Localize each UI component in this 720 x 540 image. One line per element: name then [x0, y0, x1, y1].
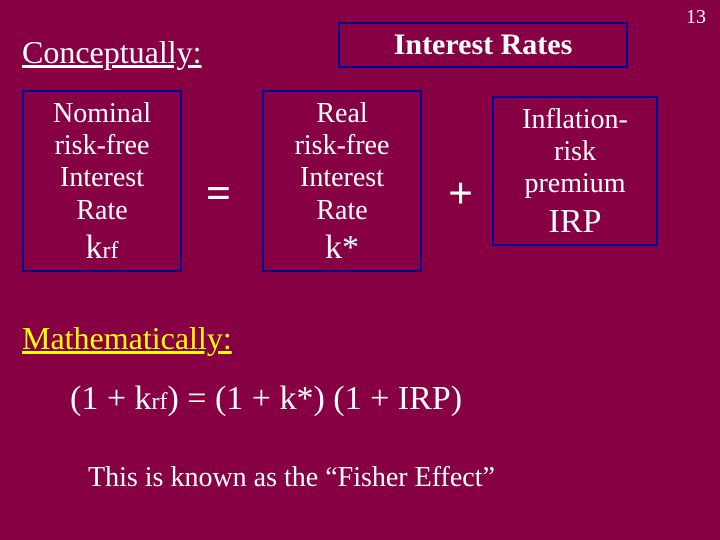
- term-nominal-line3: Interest: [60, 162, 144, 193]
- title-box: Interest Rates: [338, 22, 628, 68]
- term-nominal-line1: Nominal: [53, 98, 151, 129]
- term-nominal: Nominal risk-free Interest Rate krf: [22, 90, 182, 272]
- term-nominal-text: Nominal risk-free Interest Rate: [32, 98, 172, 227]
- slide-title: Interest Rates: [394, 28, 573, 62]
- plus-operator: +: [448, 168, 473, 219]
- page-number: 13: [686, 6, 706, 29]
- term-nominal-symbol: krf: [32, 229, 172, 266]
- term-real-line1: Real: [316, 98, 367, 129]
- term-irp-line3: premium: [524, 168, 625, 199]
- formula-part1: (1 + k: [70, 380, 152, 417]
- term-irp-text: Inflation- risk premium: [502, 104, 648, 201]
- equation-row: Nominal risk-free Interest Rate krf = Re…: [22, 90, 698, 290]
- term-nominal-line2: risk-free: [55, 130, 150, 161]
- term-real-symbol: k*: [272, 229, 412, 266]
- term-irp-line1: Inflation-: [522, 104, 628, 135]
- term-real-text: Real risk-free Interest Rate: [272, 98, 412, 227]
- formula: (1 + krf) = (1 + k*) (1 + IRP): [70, 380, 462, 418]
- term-real: Real risk-free Interest Rate k*: [262, 90, 422, 272]
- term-nominal-line4: Rate: [76, 195, 127, 226]
- heading-mathematically: Mathematically:: [22, 320, 232, 357]
- term-real-line3: Interest: [300, 162, 384, 193]
- heading-conceptually: Conceptually:: [22, 34, 202, 71]
- term-nominal-symbol-main: k: [86, 229, 103, 266]
- equals-operator: =: [206, 168, 231, 219]
- fisher-effect-caption: This is known as the “Fisher Effect”: [88, 462, 495, 494]
- term-irp: Inflation- risk premium IRP: [492, 96, 658, 246]
- formula-sub1: rf: [152, 389, 168, 415]
- term-irp-line2: risk: [554, 136, 596, 167]
- term-irp-symbol: IRP: [502, 203, 648, 240]
- term-real-line2: risk-free: [295, 130, 390, 161]
- term-nominal-symbol-sub: rf: [103, 238, 119, 264]
- term-real-line4: Rate: [316, 195, 367, 226]
- formula-part2: ) = (1 + k*) (1 + IRP): [167, 380, 462, 417]
